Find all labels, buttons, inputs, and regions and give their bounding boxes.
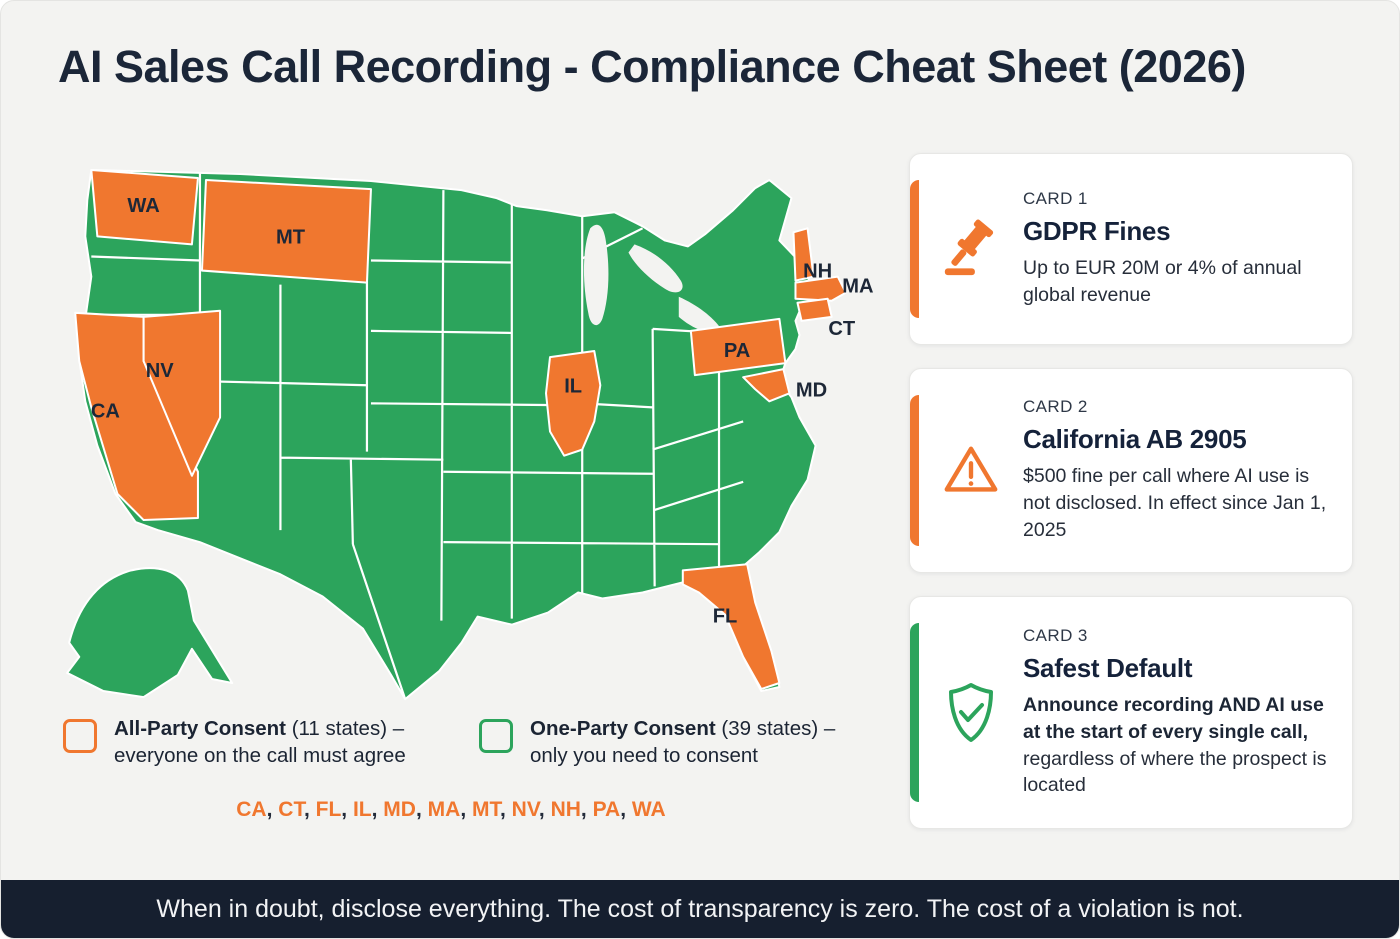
card2-kicker: CARD 2 <box>1023 397 1088 417</box>
state-nv-shape <box>142 309 222 477</box>
state-borders <box>85 169 744 700</box>
legend-one-party-line1: One-Party Consent (39 states) – <box>530 717 836 740</box>
state-nv-label: NV <box>146 360 175 382</box>
state-list-separator: , <box>266 798 279 821</box>
state-md-label: MD <box>796 379 827 401</box>
state-md-shape <box>742 368 791 403</box>
card-safest-default: CARD 3 Safest Default Announce recording… <box>909 596 1353 829</box>
card1-body: Up to EUR 20M or 4% of annual global rev… <box>1023 257 1302 306</box>
info-cards: CARD 1 GDPR Fines Up to EUR 20M or 4% of… <box>909 153 1353 852</box>
state-list-separator: , <box>341 798 353 821</box>
state-list-separator: , <box>371 798 384 821</box>
us-map: WA MT NV CA IL PA NH MA CT MD FL <box>39 147 884 712</box>
legend-all-party-line2: everyone on the call must agree <box>114 744 406 767</box>
state-ca-label: CA <box>91 400 120 422</box>
state-il-label: IL <box>564 375 582 397</box>
state-ma-label: MA <box>842 276 873 298</box>
card3-body: Announce recording AND AI use at the sta… <box>1023 693 1327 797</box>
state-code: PA <box>592 798 621 821</box>
us-map-svg: WA MT NV CA IL PA NH MA CT MD FL <box>66 168 874 701</box>
legend-all-party-line1: All-Party Consent (11 states) – <box>114 717 405 740</box>
state-labels: WA MT NV CA IL PA NH MA CT MD FL <box>91 195 874 627</box>
card1-kicker: CARD 1 <box>1023 189 1088 209</box>
legend-one-party-line2: only you need to consent <box>530 744 758 767</box>
state-fl-label: FL <box>713 606 738 628</box>
legend-one-party: One-Party Consent (39 states) – only you… <box>479 715 835 769</box>
legend-all-party: All-Party Consent (11 states) – everyone… <box>63 715 406 769</box>
card2-title: California AB 2905 <box>1023 424 1247 455</box>
state-wa-label: WA <box>127 195 159 217</box>
all-party-states-list: CA, CT, FL, IL, MD, MA, MT, NV, NH, PA, … <box>41 798 861 822</box>
state-code: WA <box>631 798 666 821</box>
state-ct-shape <box>796 297 833 322</box>
card-california-ab2905: CARD 2 California AB 2905 $500 fine per … <box>909 368 1353 573</box>
card1-accent-bar <box>910 180 919 318</box>
card3-accent-bar <box>910 623 919 802</box>
great-lakes <box>583 224 722 333</box>
card2-accent-bar <box>910 395 919 546</box>
state-pa-label: PA <box>724 340 750 362</box>
state-nh-shape <box>792 227 815 282</box>
state-code: CT <box>278 798 304 821</box>
state-code: NH <box>550 798 581 821</box>
card2-body: $500 fine per call where AI use is not d… <box>1023 465 1327 541</box>
shield-check-icon <box>919 681 1023 745</box>
state-list-separator: , <box>499 798 512 821</box>
footer-text: When in doubt, disclose everything. The … <box>156 894 1244 923</box>
state-fl-shape <box>681 563 781 691</box>
state-code: NV <box>511 798 539 821</box>
state-list-separator: , <box>620 798 632 821</box>
state-mt-shape <box>200 179 372 284</box>
alaska-shape <box>66 567 234 699</box>
state-list-separator: , <box>580 798 593 821</box>
state-nh-label: NH <box>803 261 832 283</box>
state-code: IL <box>352 798 372 821</box>
state-ma-shape <box>794 275 847 302</box>
all-party-states <box>74 168 847 691</box>
state-code: MT <box>471 798 500 821</box>
state-list-separator: , <box>415 798 428 821</box>
all-party-swatch <box>63 719 97 753</box>
gavel-icon <box>919 218 1023 280</box>
footer-banner: When in doubt, disclose everything. The … <box>1 880 1399 938</box>
state-pa-shape <box>689 317 787 377</box>
state-il-shape <box>544 350 602 457</box>
state-list-separator: , <box>303 798 316 821</box>
card3-kicker: CARD 3 <box>1023 625 1088 645</box>
page-title: AI Sales Call Recording - Compliance Che… <box>58 41 1246 92</box>
state-ct-label: CT <box>828 318 856 340</box>
card-gdpr-fines: CARD 1 GDPR Fines Up to EUR 20M or 4% of… <box>909 153 1353 345</box>
state-code: MA <box>427 798 461 821</box>
card3-title: Safest Default <box>1023 652 1193 683</box>
warning-icon <box>919 440 1023 502</box>
state-list-separator: , <box>460 798 472 821</box>
state-code: FL <box>315 798 342 821</box>
state-code: CA <box>236 798 267 821</box>
state-mt-label: MT <box>276 226 306 248</box>
one-party-swatch <box>479 719 513 753</box>
state-wa-shape <box>90 168 199 246</box>
card1-title: GDPR Fines <box>1023 216 1171 247</box>
state-list-separator: , <box>538 798 551 821</box>
state-code: MD <box>383 798 416 821</box>
